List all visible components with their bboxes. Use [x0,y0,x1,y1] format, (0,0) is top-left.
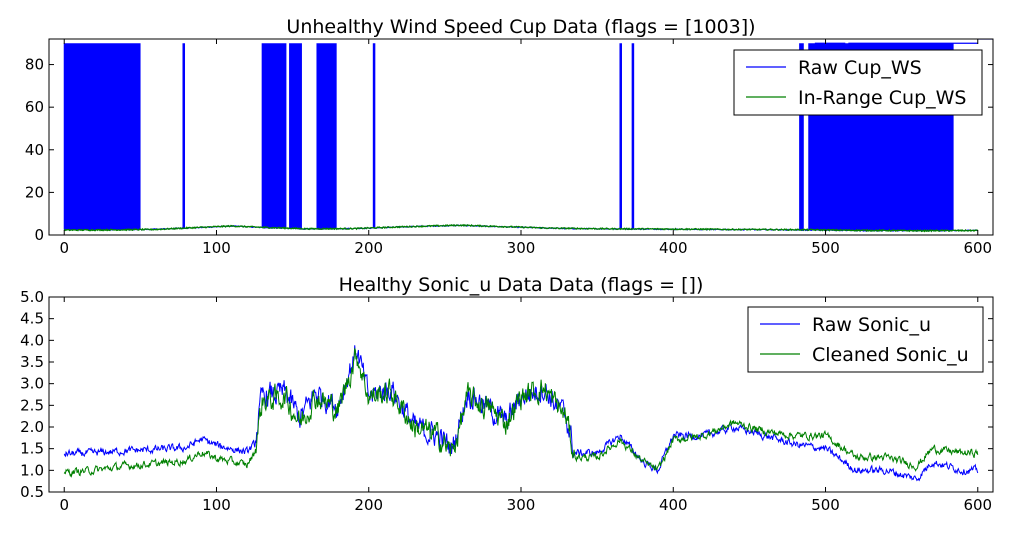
y-tick-label: 1.5 [20,440,44,458]
y-tick-label: 1.0 [20,461,44,479]
x-tick-label: 300 [507,496,536,514]
x-tick-label: 100 [202,496,231,514]
axis-ticks: 0 100 200 300 400 500 600 0.5 1.0 1.5 2.0 2.5 3.0 3.5… [20,288,994,514]
series-raw-cup-ws-spikes [63,43,954,231]
legend-label-raw-sonic-u: Raw Sonic_u [812,314,931,336]
x-tick-label: 400 [659,496,688,514]
x-tick-label: 500 [811,239,840,257]
x-tick-label: 300 [507,239,536,257]
x-tick-label: 600 [963,239,992,257]
y-tick-label: 20 [25,183,44,201]
chart-title: Unhealthy Wind Speed Cup Data (flags = [… [286,16,755,38]
legend-label-raw-cup-ws: Raw Cup_WS [798,57,922,79]
x-tick-label: 0 [59,496,69,514]
y-tick-label: 0.5 [20,483,44,501]
y-tick-label: 80 [25,56,44,74]
x-tick-label: 200 [354,496,383,514]
legend: Raw Cup_WS In-Range Cup_WS [733,49,983,116]
y-tick-label: 3.5 [20,353,44,371]
y-tick-label: 2.0 [20,418,44,436]
y-tick-label: 3.0 [20,375,44,393]
x-tick-label: 400 [659,239,688,257]
series-group [63,345,979,482]
y-tick-label: 40 [25,141,44,159]
y-tick-label: 4.0 [20,331,44,349]
legend-label-cleaned-sonic-u: Cleaned Sonic_u [812,344,969,366]
axis-ticks: 0 100 200 300 400 500 600 0 20 40 60 80 [25,38,994,257]
x-tick-label: 200 [354,239,383,257]
y-tick-label: 0 [34,226,44,244]
plot-area [63,345,979,482]
x-tick-label: 500 [811,496,840,514]
x-tick-label: 0 [59,239,69,257]
y-tick-label: 2.5 [20,396,44,414]
y-tick-label: 5.0 [20,288,44,306]
x-tick-label: 600 [963,496,992,514]
chart-panel-sonic-u: Healthy Sonic_u Data Data (flags = []) 0… [20,274,994,514]
legend-box [733,49,983,116]
y-tick-label: 4.5 [20,310,44,328]
x-tick-label: 100 [202,239,231,257]
legend: Raw Sonic_u Cleaned Sonic_u [747,306,984,373]
series-cleaned-sonic-u [63,348,979,478]
legend-box [747,306,984,373]
legend-label-in-range-cup-ws: In-Range Cup_WS [798,87,966,109]
chart-title: Healthy Sonic_u Data Data (flags = []) [339,274,704,296]
y-tick-label: 60 [25,98,44,116]
chart-panel-wind-speed: Unhealthy Wind Speed Cup Data (flags = [… [25,16,994,257]
